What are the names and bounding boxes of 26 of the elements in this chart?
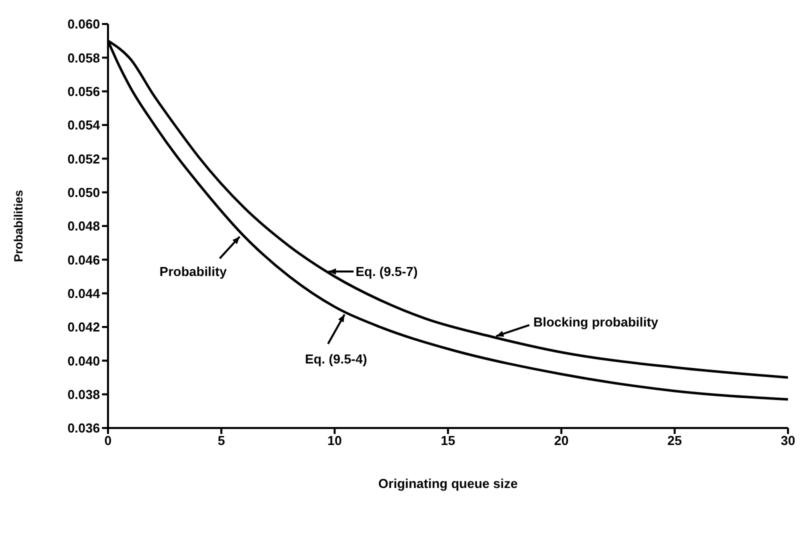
y-axis-title: Probabilities xyxy=(11,190,26,262)
y-tick-label: 0.052 xyxy=(67,151,100,166)
y-tick-label: 0.054 xyxy=(67,118,101,133)
x-tick-label: 30 xyxy=(780,433,796,448)
x-tick-label: 0 xyxy=(104,433,112,448)
y-tick-label: 0.042 xyxy=(67,320,100,335)
annotation: Eq. (9.5-4) xyxy=(304,351,368,366)
y-tick-label: 0.038 xyxy=(67,386,100,402)
annotation: Eq. (9.5-7) xyxy=(356,264,418,279)
y-tick-label: 0.048 xyxy=(67,218,100,234)
y-tick-label: 0.050 xyxy=(67,184,100,200)
x-tick-label: 20 xyxy=(554,433,569,448)
x-axis-title: Originating queue size xyxy=(378,476,518,491)
x-tick-label: 5 xyxy=(218,433,225,448)
y-tick-label: 0.060 xyxy=(67,16,100,32)
annotation: Probability xyxy=(160,264,228,279)
x-tick-label: 10 xyxy=(327,433,342,448)
y-tick-label: 0.036 xyxy=(67,420,100,436)
y-tick-label: 0.044 xyxy=(67,286,101,301)
x-tick-label: 15 xyxy=(440,433,456,448)
x-tick-label: 25 xyxy=(667,433,682,448)
y-tick-label: 0.046 xyxy=(67,252,100,268)
y-tick-label: 0.058 xyxy=(67,50,100,66)
annotation: Blocking probability xyxy=(533,314,660,330)
y-tick-label: 0.056 xyxy=(67,84,100,99)
y-tick-label: 0.040 xyxy=(67,353,100,368)
